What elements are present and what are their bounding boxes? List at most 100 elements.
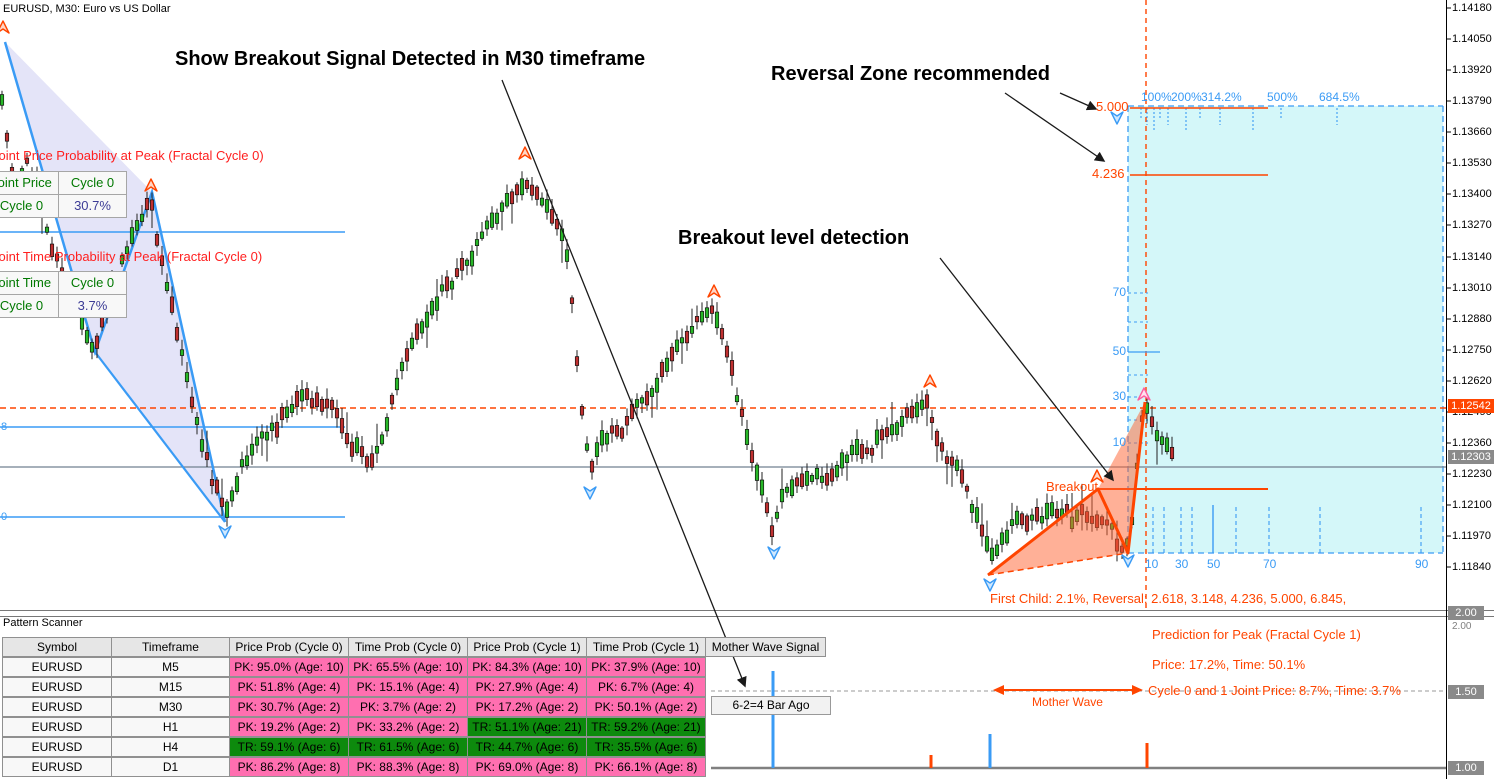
breakout-label: Breakout [1046, 479, 1099, 494]
price-axis-label: 1.13010 [1452, 282, 1492, 294]
annotation-reversal-zone: Reversal Zone recommended [771, 63, 1050, 85]
sub-axis-badge: 1.00 [1448, 761, 1484, 775]
price-axis-label: 1.12750 [1452, 344, 1492, 356]
zone-left-ruler-label: 10 [1112, 435, 1126, 449]
price-axis-label: 1.13140 [1452, 251, 1492, 263]
price-axis [1446, 0, 1451, 779]
fib-percent-label: 100% [1141, 90, 1172, 104]
zone-bottom-ruler-label: 90 [1415, 557, 1429, 571]
signal-bar [988, 734, 992, 768]
price-axis-label: 1.12360 [1452, 437, 1492, 449]
price-axis-label: 1.13400 [1452, 188, 1492, 200]
scanner-row-h1[interactable]: EURUSD H1 PK: 19.2% (Age: 2) PK: 33.2% (Age… [2, 717, 706, 737]
scanner-timeframe-cell: D1 [111, 757, 230, 777]
panel-cell: Joint Time [0, 271, 59, 295]
fib-percent-label: 314.2% [1201, 90, 1242, 104]
zone-bottom-ruler-label: 70 [1263, 557, 1277, 571]
pattern-scanner-title: Pattern Scanner [3, 617, 83, 629]
scanner-prob-cell: TR: 59.1% (Age: 6) [229, 737, 349, 757]
zone-bottom-ruler-label: 30 [1175, 557, 1189, 571]
scanner-prob-cell: PK: 65.5% (Age: 10) [348, 657, 468, 677]
scanner-row-d1[interactable]: EURUSD D1 PK: 86.2% (Age: 8) PK: 88.3% (Age… [2, 757, 706, 777]
reversal-zone [1127, 105, 1444, 554]
zone-bottom-ruler-label: 10 [1145, 557, 1159, 571]
panel-cell: Cycle 0 [58, 271, 127, 295]
scanner-prob-cell: TR: 44.7% (Age: 6) [467, 737, 587, 757]
panel-cell: Joint Price [0, 171, 59, 195]
scanner-timeframe-cell: M30 [111, 697, 230, 717]
zone-bottom-ruler-label: 50 [1207, 557, 1221, 571]
mother-wave-label: Mother Wave [1032, 695, 1103, 709]
price-axis-label: 1.11970 [1452, 530, 1491, 542]
scanner-row-m15[interactable]: EURUSD M15 PK: 51.8% (Age: 4) PK: 15.1% (Ag… [2, 677, 706, 697]
prediction-title: Prediction for Peak (Fractal Cycle 1) [1152, 627, 1361, 642]
panel-cell: Cycle 0 [0, 194, 59, 218]
annotation-arrows [501, 79, 1114, 688]
panel-cell: Cycle 0 [0, 294, 59, 318]
scanner-timeframe-cell: H4 [111, 737, 230, 757]
scanner-prob-cell: PK: 3.7% (Age: 2) [348, 697, 468, 717]
scanner-prob-cell: PK: 50.1% (Age: 2) [586, 697, 706, 717]
joint-note: Cycle 0 and 1 Joint Price: 8.7%, Time: 3… [1148, 683, 1401, 698]
scanner-prob-cell: TR: 35.5% (Age: 6) [586, 737, 706, 757]
scanner-prob-cell: PK: 30.7% (Age: 2) [229, 697, 349, 717]
panel-cell: Cycle 0 [58, 171, 127, 195]
scanner-symbol-cell: EURUSD [2, 657, 112, 677]
price-axis-label: 1.11840 [1452, 561, 1491, 573]
price-axis-label: 1.13920 [1452, 64, 1492, 76]
fib-percent-label: 200% [1171, 90, 1202, 104]
scanner-prob-cell: TR: 51.1% (Age: 21) [467, 717, 587, 737]
breakout-pattern [987, 401, 1147, 577]
scanner-timeframe-cell: H1 [111, 717, 230, 737]
scanner-row-m30[interactable]: EURUSD M30 PK: 30.7% (Age: 2) PK: 3.7% (Age… [2, 697, 706, 717]
scanner-prob-cell: PK: 6.7% (Age: 4) [586, 677, 706, 697]
scanner-prob-cell: PK: 17.2% (Age: 2) [467, 697, 587, 717]
scanner-prob-cell: PK: 33.2% (Age: 2) [348, 717, 468, 737]
sub-axis-badge: 1.50 [1448, 685, 1484, 699]
annotation-show-breakout: Show Breakout Signal Detected in M30 tim… [175, 48, 646, 70]
zone-left-ruler-label: 30 [1112, 389, 1126, 403]
price-axis-label: 1.12620 [1452, 375, 1492, 387]
scanner-prob-cell: PK: 88.3% (Age: 8) [348, 757, 468, 777]
first-child-note: First Child: 2.1%, Reversal: 2.618, 3.14… [990, 591, 1347, 606]
sub-window [0, 610, 1494, 770]
ask-price-badge: 1.12542 [1448, 399, 1494, 413]
price-axis-label: 1.13270 [1452, 219, 1492, 231]
scanner-prob-cell: PK: 27.9% (Age: 4) [467, 677, 587, 697]
price-axis-label: 1.13790 [1452, 95, 1492, 107]
scanner-row-h4[interactable]: EURUSD H4 TR: 59.1% (Age: 6) TR: 61.5% (Age… [2, 737, 706, 757]
annotation-breakout-level: Breakout level detection [678, 227, 910, 249]
prediction-values: Price: 17.2%, Time: 50.1% [1152, 657, 1306, 672]
fib-label-5000: 5.000 [1096, 99, 1129, 114]
scanner-symbol-cell: EURUSD [2, 697, 112, 717]
fib-label-4236: 4.236 [1092, 166, 1125, 181]
scanner-row-m5[interactable]: EURUSD M5 PK: 95.0% (Age: 10) PK: 65.5% (Ag… [2, 657, 706, 677]
panel-time-table: Joint Time Cycle 0 Cycle 0 3.7% [0, 271, 127, 318]
fractal-markers [0, 20, 1151, 592]
chart-title: EURUSD, M30: Euro vs US Dollar [3, 3, 171, 15]
scanner-header-row: Symbol Timeframe Price Prob (Cycle 0) Time … [2, 637, 826, 657]
scanner-timeframe-cell: M5 [111, 657, 230, 677]
price-axis-label: 1.12880 [1452, 313, 1492, 325]
price-axis-label: 1.12100 [1452, 499, 1492, 511]
scanner-column-header: Time Prob (Cycle 1) [586, 637, 706, 657]
scanner-column-header: Price Prob (Cycle 0) [229, 637, 349, 657]
price-level-fragment: 0 [1, 511, 8, 523]
price-axis-label: 1.14050 [1452, 33, 1492, 45]
scanner-prob-cell: PK: 86.2% (Age: 8) [229, 757, 349, 777]
scanner-column-header: Symbol [2, 637, 112, 657]
scanner-column-header: Time Prob (Cycle 0) [348, 637, 468, 657]
panel-time-title: Joint Time Probability at Peak (Fractal … [0, 249, 263, 264]
price-axis-label: 1.14180 [1452, 2, 1492, 14]
scanner-symbol-cell: EURUSD [2, 717, 112, 737]
price-axis-label: 1.12230 [1452, 468, 1492, 480]
signal-bar [1145, 743, 1149, 768]
zone-left-ruler-label: 50 [1112, 344, 1126, 358]
price-axis-label: 1.13660 [1452, 126, 1492, 138]
sub-axis-badge: 2.00 [1448, 606, 1484, 620]
scanner-symbol-cell: EURUSD [2, 677, 112, 697]
panel-price-table: Joint Price Cycle 0 Cycle 0 30.7% [0, 171, 127, 218]
sub-axis-label: 2.00 [1452, 621, 1472, 632]
